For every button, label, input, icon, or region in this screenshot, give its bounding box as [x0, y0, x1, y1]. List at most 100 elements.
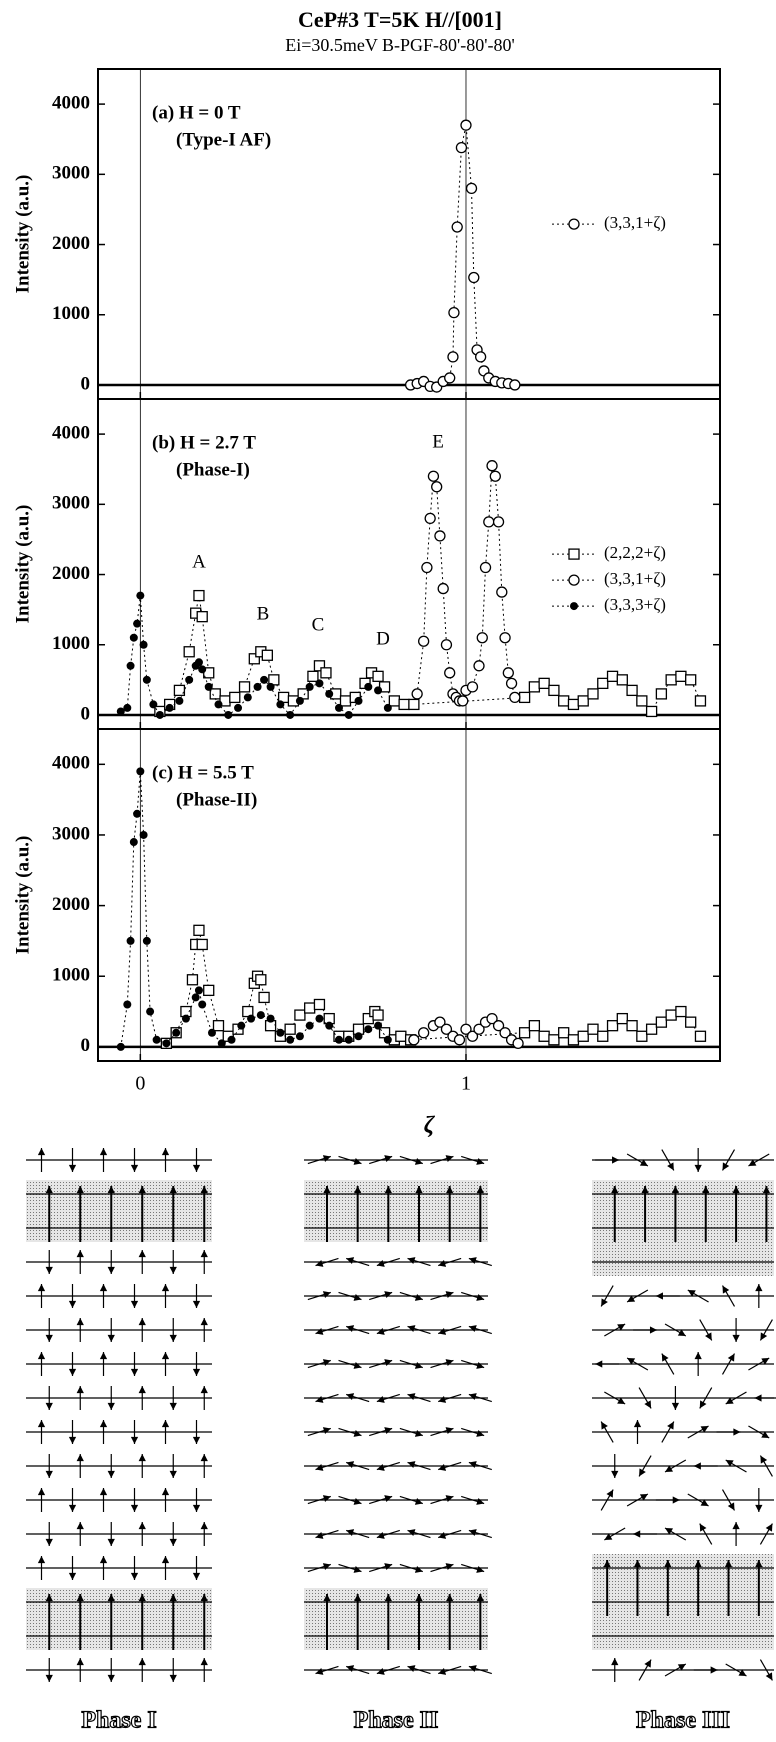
spin-arrow [354, 1594, 362, 1650]
arrow-head [346, 1529, 355, 1537]
data-point [434, 530, 446, 542]
data-point [183, 646, 195, 658]
phase-label: Phase II [354, 1708, 439, 1734]
peak-label: A [192, 551, 206, 572]
spin-arrow [699, 1387, 713, 1409]
data-point [685, 1016, 697, 1028]
spin-arrow [338, 1495, 362, 1505]
arrow-head [601, 1298, 608, 1307]
arrow-head [76, 1386, 84, 1394]
arrow-head [665, 1528, 674, 1535]
data-point [479, 561, 492, 574]
arrow-head [476, 1157, 485, 1165]
data-point [313, 998, 326, 1011]
arrow-head [346, 1393, 355, 1401]
arrow-head [161, 1488, 170, 1496]
spin-arrow [307, 1495, 331, 1505]
data-point [193, 924, 205, 936]
data-point [123, 1000, 132, 1009]
spin-arrow [37, 1284, 46, 1308]
spin-arrow [699, 1319, 713, 1341]
data-point [645, 1023, 658, 1035]
spin-arrow [748, 1357, 770, 1371]
legend-label: (3,3,1+ζ) [604, 213, 666, 232]
y-tick-label: 4000 [52, 753, 90, 774]
data-point [606, 1020, 619, 1032]
data-point [139, 640, 148, 649]
arrow-head [438, 1667, 447, 1675]
y-tick-label: 0 [81, 373, 91, 394]
arrow-head [68, 1436, 77, 1444]
arrow-head [384, 1563, 393, 1571]
data-point [243, 693, 252, 702]
spin-arrow [468, 1325, 492, 1335]
spin-arrow [346, 1325, 370, 1335]
spin-arrow [99, 1148, 108, 1172]
spin-arrow [76, 1250, 84, 1274]
arrow-head [68, 1300, 77, 1308]
arrow-head [649, 1326, 658, 1334]
spin-arrow [107, 1658, 115, 1682]
spin-arrow [626, 1289, 649, 1303]
arrow-head [407, 1529, 416, 1537]
arrow-head [45, 1266, 53, 1274]
spin-arrow [130, 1148, 139, 1172]
spin-arrow [130, 1556, 139, 1580]
arrow-head [446, 1594, 454, 1602]
arrow-head [617, 1397, 626, 1404]
data-point [528, 681, 541, 693]
data-point [334, 703, 343, 712]
arrow-head [725, 1397, 734, 1404]
arrow-head [732, 1334, 740, 1342]
data-point [325, 689, 334, 698]
data-point [486, 460, 498, 472]
spin-arrow [438, 1529, 462, 1539]
arrow-head [755, 1504, 763, 1512]
spin-arrow [687, 1425, 709, 1439]
data-point [460, 1023, 472, 1035]
data-point [424, 512, 436, 525]
arrow-head [200, 1318, 208, 1326]
arrow-head [760, 1455, 768, 1464]
spin-arrow [661, 1149, 675, 1171]
data-point [388, 695, 400, 707]
data-point [364, 682, 373, 691]
data-point [447, 351, 459, 363]
arrow-head [353, 1361, 362, 1369]
figure-title: CeP#3 T=5K H//[001] [298, 7, 502, 32]
spin-arrow [694, 1148, 702, 1172]
spin-arrow [415, 1186, 423, 1242]
spin-arrow [169, 1186, 177, 1242]
arrow-head [200, 1186, 208, 1194]
arrow-head [601, 1421, 608, 1430]
arrow-head [37, 1148, 46, 1156]
data-point [636, 1030, 648, 1042]
arrow-head [376, 1531, 385, 1539]
panel-annotation: (Phase-II) [176, 789, 257, 810]
data-point [408, 1034, 420, 1046]
arrow-head [169, 1186, 177, 1194]
data-point [146, 1007, 155, 1016]
data-point [126, 661, 135, 670]
data-point [162, 1039, 171, 1048]
data-point [196, 938, 208, 951]
data-point [261, 649, 273, 661]
arrow-head [384, 1291, 393, 1299]
legend-marker [570, 602, 578, 611]
arrow-head [107, 1470, 115, 1478]
arrow-head [192, 1164, 201, 1172]
data-point [294, 1009, 306, 1021]
spin-arrow [611, 1454, 619, 1478]
spin-arrow [702, 1186, 710, 1242]
spin-arrow [611, 1186, 619, 1242]
arrow-head [353, 1565, 362, 1573]
data-point [499, 1027, 511, 1039]
y-tick-label: 4000 [52, 422, 90, 443]
spin-arrow [595, 1360, 620, 1368]
data-point [434, 1016, 446, 1028]
arrow-head [748, 1159, 757, 1166]
data-point [473, 1023, 485, 1035]
arrow-head [346, 1665, 355, 1673]
spin-arrow [200, 1386, 208, 1410]
spin-arrow [192, 1556, 201, 1580]
